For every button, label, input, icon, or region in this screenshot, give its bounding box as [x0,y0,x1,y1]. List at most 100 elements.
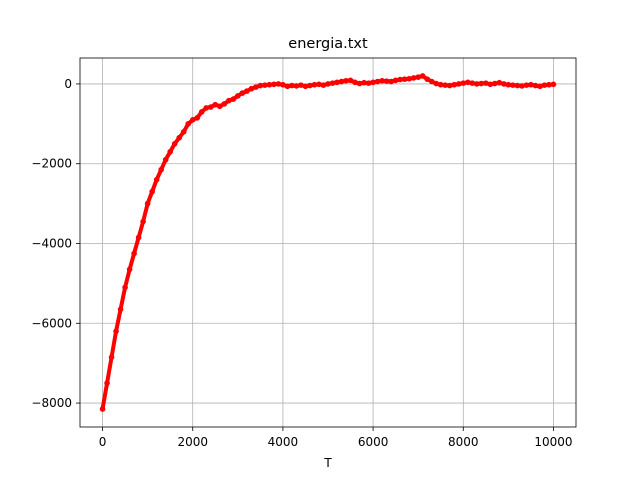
data-point [365,80,372,86]
data-point [280,81,286,88]
data-point [379,77,385,84]
plot-frame [79,57,577,428]
axis-layer: 0 2000 4000 6000 8000 10000 −8000 −6000 −4000 −20… [31,57,577,449]
data-point [144,200,151,207]
data-point [501,81,507,87]
data-point [176,134,182,141]
data-point [410,75,417,81]
data-point [419,73,426,79]
y-tick-label: −6000 [31,316,72,330]
data-point [189,117,196,123]
data-point [361,79,367,86]
data-point [302,83,309,90]
data-point [519,83,525,89]
data-point [469,80,476,86]
data-point [149,188,155,195]
data-point [343,77,349,84]
y-tick-label: −4000 [31,236,72,250]
data-point [167,148,173,155]
x-tick-label: 10000 [534,435,572,449]
x-axis-label: T [323,456,332,470]
data-point [492,80,498,87]
data-point [230,96,237,102]
data-point [532,82,539,89]
data-point [334,79,340,86]
data-point [117,306,124,313]
data-point [451,81,458,88]
data-point [460,80,467,86]
data-point [239,90,246,96]
data-point [153,176,160,183]
data-point [537,83,543,90]
data-point [108,354,115,360]
data-point [541,82,548,88]
data-point [158,166,164,173]
x-tick-label: 4000 [268,435,299,449]
data-point [307,82,313,89]
data-point [198,109,205,115]
data-point [262,82,268,88]
data-point [464,79,471,86]
data-point [203,105,210,111]
data-point [289,82,295,89]
x-tick-label: 2000 [177,435,208,449]
data-point [352,79,358,86]
data-point [487,81,494,88]
data-point [374,78,381,85]
data-point [347,77,354,84]
data-point [104,380,110,386]
data-layer [99,73,557,412]
grid-layer [80,58,576,427]
data-point [455,81,462,87]
data-point [244,88,250,94]
data-point [99,406,106,412]
data-point [122,284,128,291]
data-point [388,78,394,85]
data-point [325,81,331,87]
data-point [253,84,259,90]
data-point [212,101,219,108]
data-point [446,82,453,89]
data-point [437,81,444,88]
data-point [406,75,412,82]
data-point [171,140,178,147]
data-point [338,78,345,85]
data-point [329,80,336,86]
data-point [397,76,403,83]
data-point [194,115,201,121]
data-point [221,101,228,107]
y-tick-label: −2000 [31,157,72,171]
data-point [496,79,503,86]
data-point [383,78,390,84]
data-point [275,81,282,87]
data-point [356,80,363,87]
data-point [316,81,322,88]
chart-title: energia.txt [288,36,368,52]
x-tick-label: 8000 [448,435,479,449]
x-tick-label: 6000 [358,435,389,449]
data-point [248,85,255,92]
data-point [226,97,232,104]
data-point [415,74,421,80]
data-point [528,81,534,88]
data-point [392,77,399,84]
data-point [442,82,449,88]
data-point [483,80,489,86]
data-point [298,82,304,88]
data-point [235,93,241,99]
data-point [510,82,516,88]
data-point [505,81,512,88]
data-point [370,79,376,86]
data-point [478,80,485,87]
y-tick-label: −8000 [31,396,72,410]
series-line [100,73,556,412]
data-point [550,81,557,88]
data-point [284,83,291,90]
data-point [433,80,440,87]
data-point [126,266,133,273]
data-point [523,82,530,88]
data-point [546,81,552,88]
x-tick-label: 0 [99,435,107,449]
data-point [474,81,480,87]
